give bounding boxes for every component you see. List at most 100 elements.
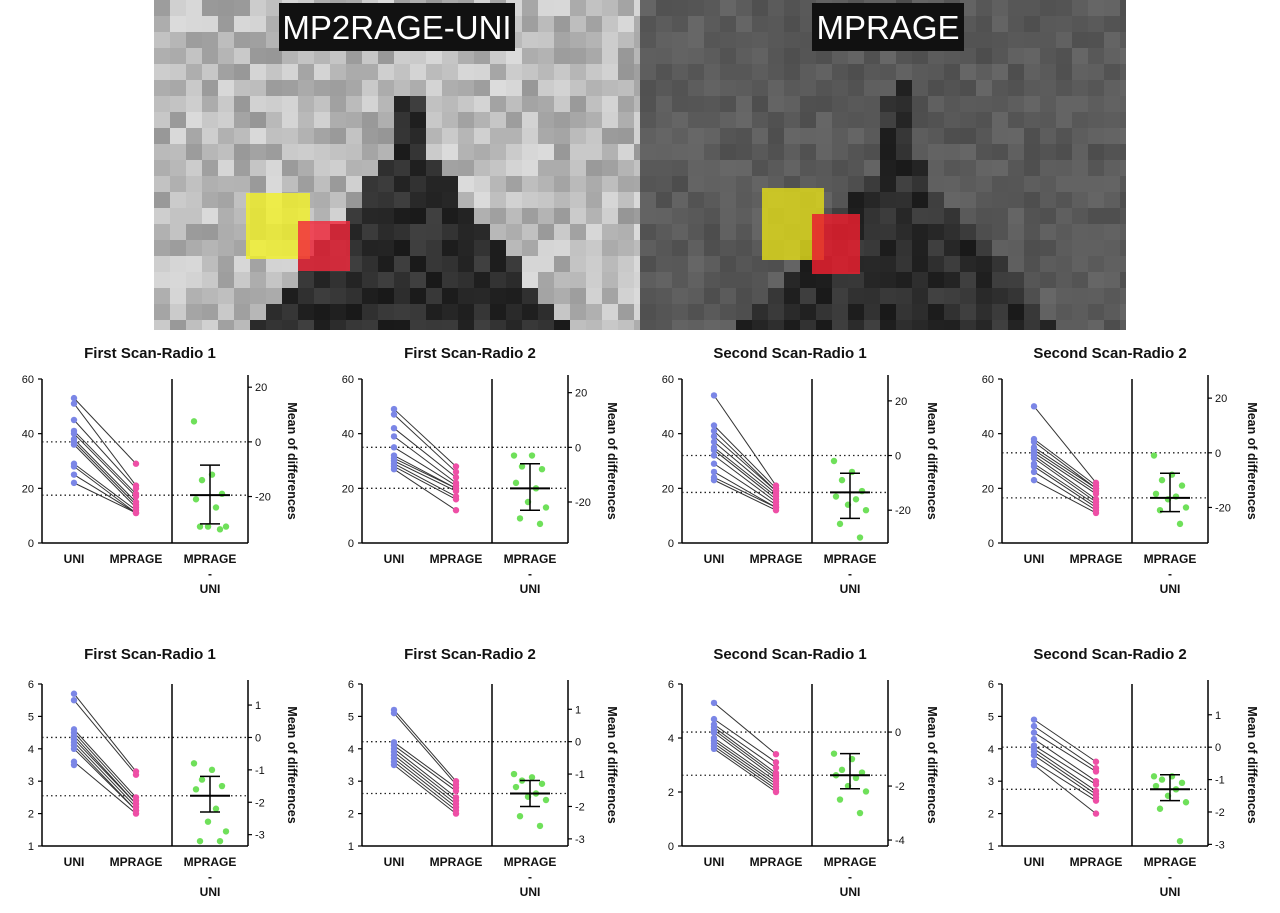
uni-point <box>70 441 78 448</box>
difference-point <box>1156 507 1164 514</box>
y2-tick-label: 1 <box>255 700 261 712</box>
y2-axis-label: Mean of differences <box>605 402 619 519</box>
pair-line <box>1033 438 1097 487</box>
panel-label-mprage: MPRAGE <box>816 9 959 46</box>
difference-point <box>204 523 212 530</box>
pair-line <box>1033 764 1097 814</box>
y2-tick-label: 0 <box>575 442 581 454</box>
mprage-point <box>452 496 460 503</box>
chart-7: Second Scan-Radio 1 0 2 4 6 -4 -2 0 Mean of diff… <box>668 646 939 899</box>
pair-line <box>713 726 777 774</box>
pair-line <box>393 741 457 789</box>
pair-line <box>73 463 137 511</box>
pair-line <box>73 438 137 503</box>
y-tick-label: 5 <box>348 711 354 723</box>
mprage-point <box>132 493 140 500</box>
difference-point <box>542 504 550 511</box>
difference-point <box>518 463 526 470</box>
chart-5: First Scan-Radio 1 1 2 3 4 5 6 -3 -2 -1 0 1 Mean of … <box>28 646 299 899</box>
pair-line <box>713 476 777 508</box>
chart-title: First Scan-Radio 2 <box>404 345 536 362</box>
uni-point <box>1030 761 1038 769</box>
label-background-uni <box>279 3 515 51</box>
mprage-point <box>772 788 780 796</box>
difference-point <box>1176 837 1184 845</box>
pair-line <box>713 745 777 790</box>
uni-point <box>710 446 718 454</box>
difference-point <box>1178 779 1186 787</box>
uni-point <box>70 690 78 697</box>
mprage-point <box>132 810 140 817</box>
difference-point <box>1152 490 1160 497</box>
pair-line <box>73 732 137 801</box>
x-category-label: MPRAGE <box>750 552 803 566</box>
uni-point <box>70 479 78 487</box>
pair-line <box>1033 754 1097 798</box>
pair-line <box>713 425 777 489</box>
difference-point <box>512 783 520 791</box>
pair-line <box>393 748 457 798</box>
mprage-point <box>452 463 460 470</box>
uni-point <box>1030 722 1038 730</box>
difference-point <box>1176 520 1184 528</box>
pair-line <box>73 441 137 506</box>
uni-point <box>1030 752 1038 759</box>
difference-point <box>216 526 224 533</box>
pair-line <box>73 474 137 514</box>
pair-line <box>393 761 457 811</box>
pair-line <box>73 738 137 805</box>
y-tick-label: 20 <box>342 483 354 495</box>
mprage-point <box>132 460 140 467</box>
difference-point <box>538 780 546 787</box>
uni-point <box>70 463 78 470</box>
pair-line <box>393 460 457 492</box>
pair-line <box>73 729 137 798</box>
x-category-label: UNI <box>1160 885 1181 899</box>
y2-axis-label: Mean of differences <box>925 402 939 519</box>
y2-axis-label: Mean of differences <box>925 706 939 823</box>
difference-point <box>538 466 546 473</box>
x-category-label: UNI <box>200 885 221 899</box>
pair-line <box>73 466 137 514</box>
y2-tick-label: -2 <box>255 797 265 809</box>
x-category-label: UNI <box>840 885 861 899</box>
x-category-label: MPRAGE <box>430 552 483 566</box>
pair-line <box>713 740 777 785</box>
x-category-label: - <box>1168 567 1172 581</box>
pair-line <box>1033 449 1097 492</box>
mprage-point <box>1092 810 1100 817</box>
y-tick-label: 6 <box>988 679 994 691</box>
y-tick-label: 6 <box>668 679 674 691</box>
difference-point <box>1182 504 1190 511</box>
y-tick-label: 40 <box>982 429 994 441</box>
pair-line <box>393 468 457 511</box>
mprage-point <box>772 507 780 514</box>
pair-line <box>713 446 777 497</box>
mprage-point <box>452 787 460 795</box>
uni-point <box>710 745 718 752</box>
difference-point <box>212 504 220 511</box>
pair-line <box>713 748 777 793</box>
y2-tick-label: -3 <box>255 830 265 842</box>
uni-point <box>390 405 398 413</box>
y2-tick-label: -1 <box>255 765 265 777</box>
pair-line <box>393 466 457 500</box>
difference-point <box>838 476 846 484</box>
pair-line <box>393 457 457 489</box>
difference-point <box>852 496 860 503</box>
difference-point <box>1158 776 1166 783</box>
uni-point <box>70 394 78 402</box>
pair-line <box>393 751 457 802</box>
x-category-label: MPRAGE <box>184 552 237 566</box>
difference-point <box>198 476 206 484</box>
pair-line <box>73 482 137 514</box>
y-tick-label: 4 <box>348 744 354 756</box>
x-category-label: - <box>1168 870 1172 884</box>
uni-point <box>710 460 718 467</box>
mri-image-comparison: MP2RAGE-UNI MPRAGE <box>0 0 1280 330</box>
y-tick-label: 40 <box>662 429 674 441</box>
uni-point <box>390 425 398 432</box>
pair-line <box>73 741 137 808</box>
difference-point <box>510 452 518 459</box>
uni-point <box>710 452 718 459</box>
